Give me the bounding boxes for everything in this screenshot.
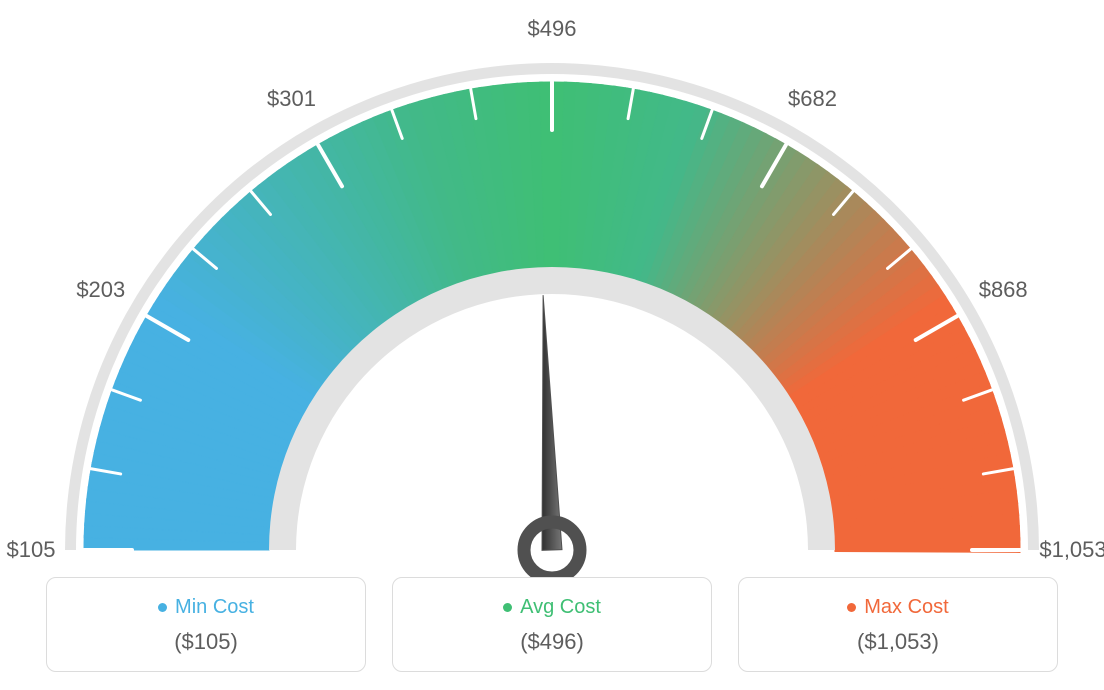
legend-card-avg: Avg Cost ($496) [392,577,712,672]
gauge-tick-label: $682 [788,86,837,112]
gauge-tick-label: $868 [979,277,1028,303]
legend-label-max: Max Cost [864,596,948,619]
legend-label-avg: Avg Cost [520,596,601,619]
dot-icon [847,603,856,612]
gauge-tick-label: $496 [528,16,577,42]
legend-line: Max Cost [847,596,948,619]
legend-card-max: Max Cost ($1,053) [738,577,1058,672]
dot-icon [158,603,167,612]
gauge-tick-label: $203 [76,277,125,303]
dot-icon [503,603,512,612]
legend-card-min: Min Cost ($105) [46,577,366,672]
cost-gauge: $105$203$301$496$682$868$1,053 [2,20,1102,580]
legend-value-min: ($105) [174,629,238,655]
legend-line: Min Cost [158,596,254,619]
gauge-svg [2,20,1102,580]
legend-value-max: ($1,053) [857,629,939,655]
gauge-tick-label: $301 [267,86,316,112]
legend-label-min: Min Cost [175,596,254,619]
gauge-tick-label: $1,053 [1039,537,1104,563]
legend-value-avg: ($496) [520,629,584,655]
legend-row: Min Cost ($105) Avg Cost ($496) Max Cost… [0,577,1104,672]
gauge-tick-label: $105 [7,537,56,563]
legend-line: Avg Cost [503,596,601,619]
